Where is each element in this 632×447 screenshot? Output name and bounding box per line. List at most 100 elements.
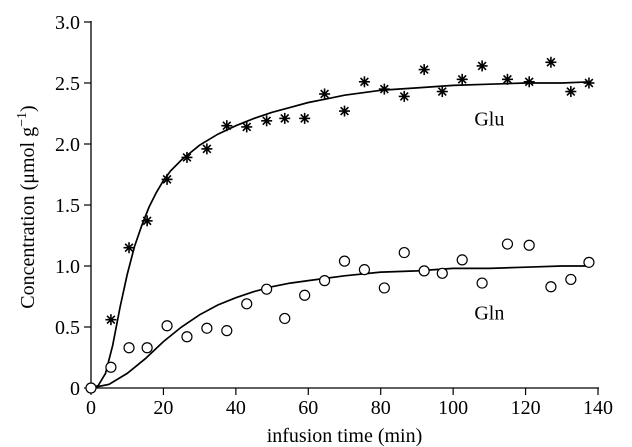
data-point-gln <box>201 322 213 334</box>
data-point-gln <box>123 342 135 354</box>
x-tick-label: 0 <box>86 397 96 419</box>
y-axis-label-main: Concentration (μmol g <box>17 127 39 309</box>
data-point-glu-stroke <box>524 77 534 87</box>
data-point-glu-stroke <box>546 57 556 67</box>
data-point-glu <box>299 112 311 124</box>
data-point-gln <box>221 325 233 337</box>
data-point-gln <box>241 298 253 310</box>
x-tick-label: 20 <box>153 397 173 419</box>
x-axis-label: infusion time (min) <box>267 425 423 447</box>
series-label-glu: Glu <box>474 109 504 131</box>
data-point-gln <box>318 275 331 287</box>
data-point-glu-stroke <box>477 61 487 71</box>
x-tick-label: 80 <box>371 397 391 419</box>
y-axis-label-close: ) <box>17 105 39 112</box>
data-point-glu <box>418 64 430 76</box>
data-point-glu <box>319 88 331 100</box>
axes: 0 20 40 60 80 100 120 140 0 0.5 1.0 1.5 2.0 2.5 3.0 <box>55 12 613 419</box>
y-tick-label: 1.5 <box>55 195 80 217</box>
data-point-gln <box>501 238 514 250</box>
data-point-glu <box>583 77 595 89</box>
y-tick-label: 0 <box>70 378 80 400</box>
x-tick-label: 60 <box>298 397 318 419</box>
data-point-glu <box>279 112 291 124</box>
data-point-gln <box>378 282 390 294</box>
data-point-gln <box>279 312 291 325</box>
data-point-glu-stroke <box>202 144 212 154</box>
data-point-glu-stroke <box>142 216 152 226</box>
y-tick-label: 1.0 <box>55 256 80 278</box>
data-point-gln <box>565 273 577 286</box>
data-point-gln <box>105 361 117 373</box>
data-point-gln <box>523 239 535 251</box>
data-point-glu-stroke <box>566 87 576 96</box>
y-tick-label: 2.0 <box>55 134 80 156</box>
data-point-glu <box>339 105 350 117</box>
data-point-glu-stroke <box>457 74 467 84</box>
data-point-glu-stroke <box>399 91 409 101</box>
data-point-glu <box>123 242 135 254</box>
data-point-glu <box>241 121 253 133</box>
data-point-gln <box>456 254 468 266</box>
data-point-glu <box>545 56 557 68</box>
x-tick-label: 140 <box>583 397 613 419</box>
x-tick-label: 40 <box>226 397 246 419</box>
data-point-glu-stroke <box>106 315 116 325</box>
data-point-gln <box>299 289 311 301</box>
data-point-gln <box>545 281 557 293</box>
fit-curve-glu <box>90 80 591 389</box>
data-point-glu-stroke <box>437 87 447 96</box>
series-label-gln: Gln <box>474 303 504 325</box>
data-point-glu <box>181 151 193 163</box>
data-points <box>85 56 595 394</box>
data-point-gln <box>358 264 371 276</box>
data-point-glu <box>523 76 535 88</box>
data-point-glu-stroke <box>340 106 349 116</box>
data-point-gln <box>398 246 410 259</box>
data-point-gln <box>476 277 488 289</box>
data-point-glu <box>105 314 117 326</box>
data-point-glu-stroke <box>124 243 134 253</box>
data-point-glu-stroke <box>503 74 512 84</box>
data-point-glu <box>161 173 173 185</box>
data-point-gln <box>261 283 273 295</box>
data-point-gln <box>338 255 351 267</box>
fit-curves <box>90 80 591 389</box>
data-point-glu-stroke <box>359 77 369 87</box>
x-tick-label: 100 <box>438 397 468 419</box>
data-point-glu <box>201 143 213 155</box>
data-point-glu-stroke <box>300 113 310 123</box>
data-point-gln <box>85 382 97 394</box>
y-tick-label: 0.5 <box>55 317 80 339</box>
y-tick-label: 3.0 <box>55 12 80 34</box>
y-axis-label: Concentration (μmol g−1) <box>15 105 39 308</box>
data-point-glu <box>358 76 370 88</box>
y-tick-label: 2.5 <box>55 73 80 95</box>
data-point-glu <box>501 73 513 85</box>
data-point-glu-stroke <box>262 116 272 126</box>
data-point-glu <box>456 73 468 85</box>
data-point-glu <box>378 83 390 95</box>
data-point-glu-stroke <box>222 121 232 131</box>
data-point-glu-stroke <box>162 174 172 184</box>
data-point-glu <box>565 86 577 98</box>
x-tick-label: 120 <box>511 397 541 419</box>
data-point-glu-stroke <box>419 65 429 75</box>
data-point-glu <box>261 115 273 127</box>
data-point-glu <box>436 86 448 98</box>
data-point-glu <box>476 60 488 72</box>
data-point-glu-stroke <box>320 89 330 99</box>
data-point-glu <box>141 215 153 227</box>
data-point-glu-stroke <box>242 122 252 132</box>
data-point-gln <box>418 265 430 277</box>
data-point-gln <box>141 342 153 354</box>
data-point-glu <box>221 120 233 132</box>
data-point-gln <box>583 256 595 268</box>
data-point-gln <box>161 320 173 332</box>
fit-curve-gln <box>90 265 591 389</box>
data-point-glu-stroke <box>379 84 389 94</box>
data-point-gln <box>436 267 448 279</box>
data-point-glu <box>398 90 410 102</box>
data-point-gln <box>181 331 193 343</box>
